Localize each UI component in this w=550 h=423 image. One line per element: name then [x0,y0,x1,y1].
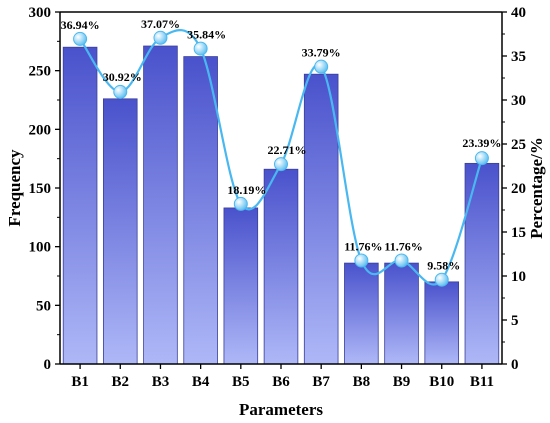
bar-B7 [303,73,339,365]
data-label-B10: 9.58% [427,259,460,273]
bar-B11 [464,162,500,365]
bar-B6 [263,168,299,365]
x-tick-label-B3: B3 [152,374,170,390]
bars-group [62,45,500,365]
data-label-B7: 33.79% [302,46,341,60]
x-tick-label-B9: B9 [393,374,411,390]
y-tick-label-300: 300 [29,5,52,21]
y-tick-label-100: 100 [29,240,52,256]
x-tick-label-B6: B6 [272,374,290,390]
bar-B5 [223,207,259,365]
data-label-B4: 35.84% [187,28,226,42]
y2-tick-label-0: 0 [511,357,519,373]
x-tick-label-B1: B1 [71,374,89,390]
y-tick-label-200: 200 [29,122,52,138]
x-tick-label-B11: B11 [470,374,494,390]
y2-tick-label-25: 25 [511,137,526,153]
line-group [73,29,489,287]
y-tick-label-50: 50 [36,298,51,314]
bar-B10 [424,281,460,365]
y2-tick-label-15: 15 [511,225,526,241]
marker-B2 [113,84,128,99]
marker-B11 [474,151,489,166]
y2-tick-label-20: 20 [511,181,526,197]
x-tick-label-B10: B10 [429,374,454,390]
x-axis-title: Parameters [239,400,323,419]
y-tick-label-0: 0 [44,357,52,373]
data-label-B3: 37.07% [141,17,180,31]
marker-B7 [314,59,329,74]
marker-B1 [73,31,88,46]
y2-tick-label-30: 30 [511,93,526,109]
bar-B9 [384,262,419,365]
data-label-B2: 30.92% [103,70,142,84]
bar-B2 [102,98,138,365]
y2-tick-label-35: 35 [511,49,526,65]
marker-B8 [354,253,369,268]
y2-tick-label-10: 10 [511,269,526,285]
data-label-B9: 11.76% [384,240,422,254]
marker-B5 [233,196,248,211]
bar-B1 [62,46,98,365]
y-tick-label-250: 250 [29,64,52,80]
marker-B10 [434,272,449,287]
x-tick-label-B2: B2 [112,374,130,390]
marker-B6 [274,157,288,172]
data-label-B8: 11.76% [344,240,382,254]
data-label-B6: 22.71% [268,143,307,157]
x-tick-label-B4: B4 [192,374,210,390]
marker-B9 [394,253,409,268]
bar-B8 [344,262,379,365]
bar-B4 [183,56,218,365]
data-label-B11: 23.39% [462,136,501,150]
axes-group: 0 50 100 150 200 250 300 0 5 10 15 20 25 30 35 40 B1 B2 B3… [5,5,546,419]
y2-tick-label-40: 40 [511,5,526,21]
labels-group: 36.94% 30.92% 37.07% 35.84% 18.19% 22.71% 33.7… [61,17,502,273]
x-tick-label-B8: B8 [353,374,371,390]
x-tick-label-B7: B7 [312,374,330,390]
y2-axis-title: Percentage/% [527,137,546,239]
marker-B4 [193,41,208,56]
data-label-B1: 36.94% [61,18,100,32]
bar-B3 [143,45,178,365]
y2-tick-label-5: 5 [511,313,519,329]
x-tick-label-B5: B5 [232,374,250,390]
y-tick-label-150: 150 [29,181,52,197]
marker-B3 [153,30,168,45]
y-axis-title: Frequency [5,149,24,227]
data-label-B5: 18.19% [227,183,266,197]
